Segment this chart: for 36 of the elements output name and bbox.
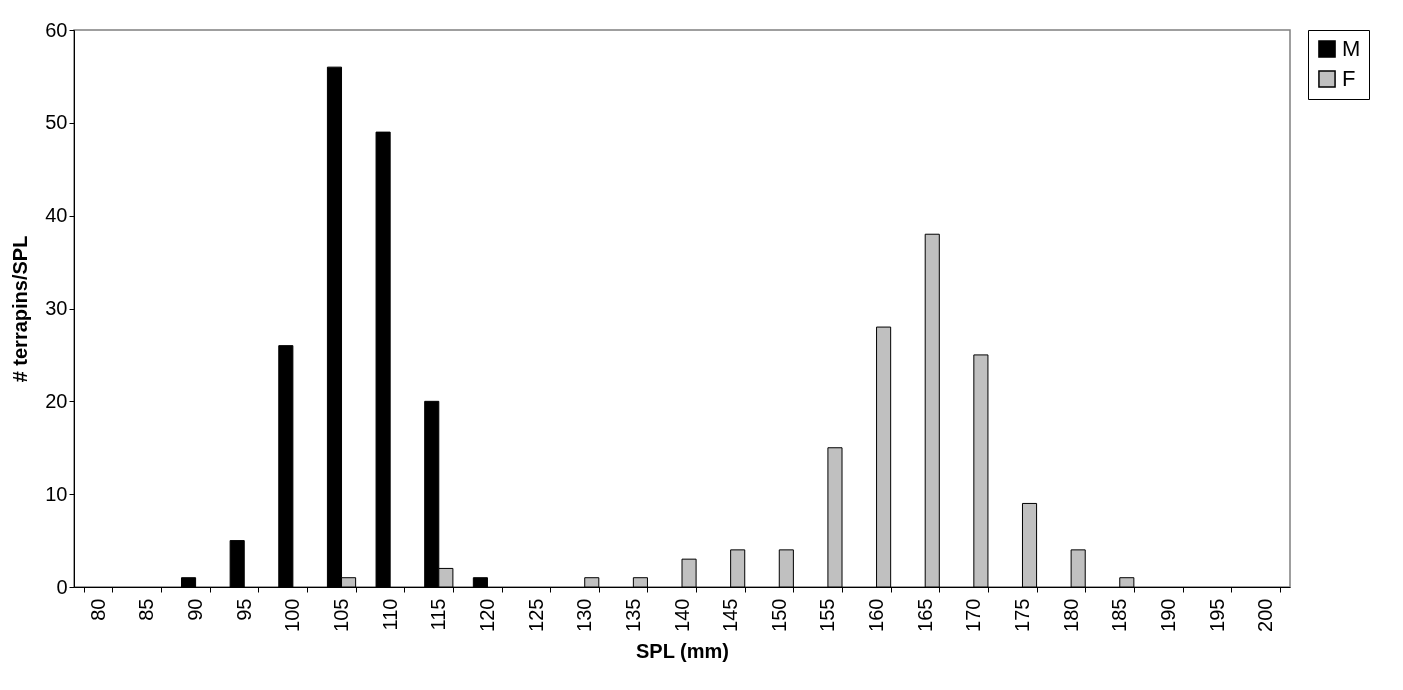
y-tick-label: 30 xyxy=(45,297,68,319)
x-tick-label: 185 xyxy=(1108,598,1131,632)
x-tick-label: 165 xyxy=(913,598,936,632)
y-tick-label: 40 xyxy=(45,204,68,227)
x-tick-label: 90 xyxy=(184,598,207,621)
x-tick-label: 135 xyxy=(621,598,644,632)
x-tick-label: 95 xyxy=(232,598,255,621)
x-tick-label: 85 xyxy=(135,598,158,621)
y-tick-label: 20 xyxy=(45,389,68,412)
y-tick-label: 10 xyxy=(45,482,68,505)
x-tick-label: 130 xyxy=(573,598,596,632)
x-tick-label: 115 xyxy=(427,598,450,631)
x-tick-label: 120 xyxy=(475,598,498,632)
x-tick-label: 80 xyxy=(86,598,109,621)
x-tick-label: 105 xyxy=(330,598,353,632)
y-tick-label: 50 xyxy=(45,111,68,134)
x-tick-label: 110 xyxy=(378,598,401,631)
y-tick-label: 60 xyxy=(45,18,68,41)
y-tick-label: 0 xyxy=(56,575,68,598)
legend-label: F xyxy=(1342,66,1356,91)
x-tick-label: 150 xyxy=(767,598,790,632)
x-tick-label: 190 xyxy=(1156,598,1179,632)
x-tick-label: 175 xyxy=(1010,598,1033,632)
x-tick-label: 200 xyxy=(1254,598,1277,632)
y-axis-title: # terrapins/SPL xyxy=(9,235,32,383)
x-tick-label: 140 xyxy=(670,598,693,632)
x-tick-label: 125 xyxy=(524,598,547,632)
x-tick-label: 160 xyxy=(865,598,888,632)
x-tick-label: 180 xyxy=(1059,598,1082,632)
x-tick-label: 100 xyxy=(281,598,304,632)
x-tick-label: 170 xyxy=(962,598,985,632)
x-tick-label: 195 xyxy=(1205,598,1228,632)
x-tick-label: 155 xyxy=(816,598,839,632)
x-tick-label: 145 xyxy=(719,598,742,632)
legend-label: M xyxy=(1342,36,1361,61)
x-axis-title: SPL (mm) xyxy=(636,639,729,662)
